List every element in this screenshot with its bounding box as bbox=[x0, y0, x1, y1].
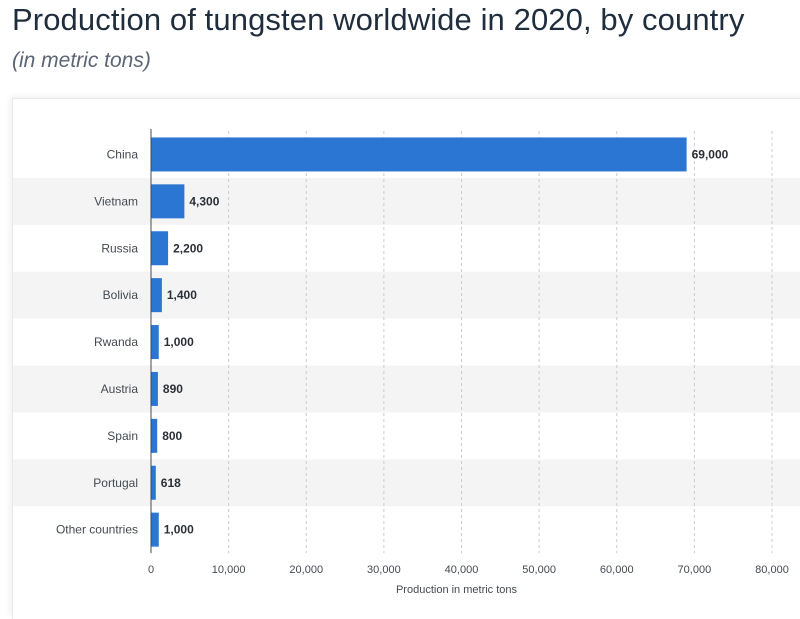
value-label: 1,400 bbox=[167, 288, 197, 302]
category-label: Vietnam bbox=[94, 194, 138, 208]
chart-title: Production of tungsten worldwide in 2020… bbox=[12, 2, 745, 37]
row-band bbox=[13, 365, 800, 413]
x-tick-label: 70,000 bbox=[678, 564, 712, 576]
bar[interactable] bbox=[151, 231, 169, 266]
x-tick-label: 80,000 bbox=[755, 564, 789, 576]
chart-subtitle: (in metric tons) bbox=[12, 49, 151, 72]
category-label: Portugal bbox=[93, 476, 138, 490]
bar-chart: China 69,000 Vietnam 4,300 Russia 2,200 Bolivi… bbox=[13, 129, 800, 596]
x-tick-label: 50,000 bbox=[522, 564, 556, 576]
value-label: 69,000 bbox=[692, 147, 729, 161]
value-label: 1,000 bbox=[164, 523, 194, 537]
x-tick-label: 30,000 bbox=[367, 564, 401, 576]
bar[interactable] bbox=[151, 371, 158, 406]
bar[interactable] bbox=[151, 418, 158, 453]
x-tick-label: 60,000 bbox=[600, 564, 634, 576]
category-label: Other countries bbox=[56, 523, 138, 537]
row-band bbox=[13, 459, 800, 507]
bar[interactable] bbox=[151, 465, 156, 500]
bar[interactable] bbox=[151, 512, 159, 547]
bar[interactable] bbox=[151, 278, 162, 313]
value-label: 618 bbox=[161, 476, 181, 490]
value-label: 1,000 bbox=[164, 335, 194, 349]
bar[interactable] bbox=[151, 137, 687, 172]
x-tick-label: 20,000 bbox=[289, 564, 323, 576]
value-label: 2,200 bbox=[173, 241, 203, 255]
value-label: 890 bbox=[163, 382, 183, 396]
category-label: Russia bbox=[101, 241, 138, 255]
x-tick-label: 40,000 bbox=[445, 564, 479, 576]
category-label: Bolivia bbox=[103, 288, 139, 302]
category-label: Austria bbox=[101, 382, 139, 396]
row-band bbox=[13, 177, 800, 225]
category-label: Rwanda bbox=[94, 335, 138, 349]
x-tick-label: 0 bbox=[148, 564, 154, 576]
category-label: China bbox=[107, 147, 139, 161]
bar[interactable] bbox=[151, 325, 159, 360]
value-label: 800 bbox=[162, 429, 182, 443]
chart-card: China 69,000 Vietnam 4,300 Russia 2,200 Bolivi… bbox=[12, 98, 800, 619]
x-tick-label: 10,000 bbox=[212, 564, 246, 576]
row-band bbox=[13, 271, 800, 319]
value-label: 4,300 bbox=[189, 194, 219, 208]
category-label: Spain bbox=[107, 429, 138, 443]
x-axis-title: Production in metric tons bbox=[396, 584, 518, 596]
bar[interactable] bbox=[151, 184, 185, 219]
